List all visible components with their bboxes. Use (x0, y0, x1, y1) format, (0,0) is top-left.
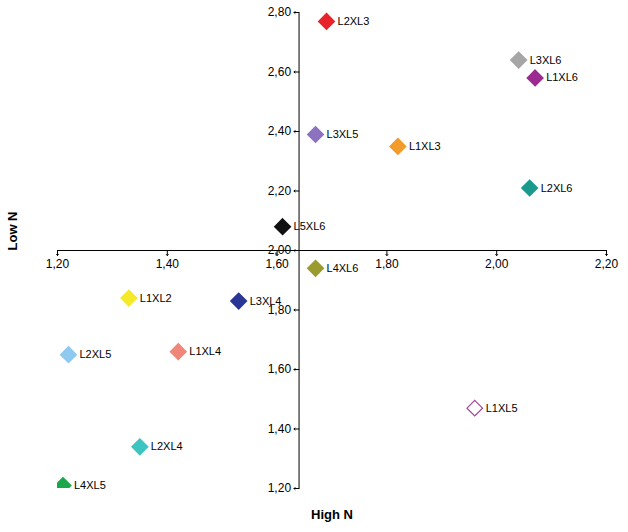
svg-text:L2XL5: L2XL5 (79, 348, 111, 360)
svg-text:1,20: 1,20 (268, 481, 292, 495)
svg-text:1,80: 1,80 (267, 302, 292, 317)
svg-text:L2XL6: L2XL6 (541, 182, 573, 194)
svg-text:L4XL5: L4XL5 (74, 479, 106, 491)
svg-text:1,40: 1,40 (156, 257, 180, 271)
svg-text:L2XL4: L2XL4 (151, 440, 183, 452)
svg-text:L3XL6: L3XL6 (530, 54, 562, 66)
svg-text:2,00: 2,00 (268, 243, 292, 257)
svg-text:L1XL3: L1XL3 (409, 140, 441, 152)
svg-text:2,00: 2,00 (485, 257, 509, 271)
svg-text:2,40: 2,40 (268, 124, 292, 138)
svg-text:2,20: 2,20 (595, 257, 619, 271)
svg-text:2,80: 2,80 (268, 5, 292, 19)
svg-text:2,60: 2,60 (268, 65, 292, 79)
svg-text:1,60: 1,60 (265, 257, 289, 271)
svg-text:L1XL6: L1XL6 (546, 71, 578, 83)
svg-text:2,20: 2,20 (268, 184, 292, 198)
svg-text:L1XL4: L1XL4 (189, 345, 221, 357)
svg-text:L1XL5: L1XL5 (486, 402, 518, 414)
svg-text:Low N: Low N (5, 212, 20, 251)
svg-text:1,80: 1,80 (375, 257, 399, 271)
svg-text:L3XL4: L3XL4 (250, 295, 282, 307)
svg-text:1,40: 1,40 (268, 422, 292, 436)
svg-text:1,60: 1,60 (268, 362, 292, 376)
svg-text:L5XL6: L5XL6 (294, 220, 326, 232)
svg-text:L3XL5: L3XL5 (327, 128, 359, 140)
svg-text:L4XL6: L4XL6 (327, 262, 359, 274)
svg-text:High N: High N (311, 507, 353, 522)
svg-text:L1XL2: L1XL2 (140, 292, 172, 304)
svg-text:1,20: 1,20 (46, 257, 70, 271)
svg-text:L2XL3: L2XL3 (338, 15, 370, 27)
